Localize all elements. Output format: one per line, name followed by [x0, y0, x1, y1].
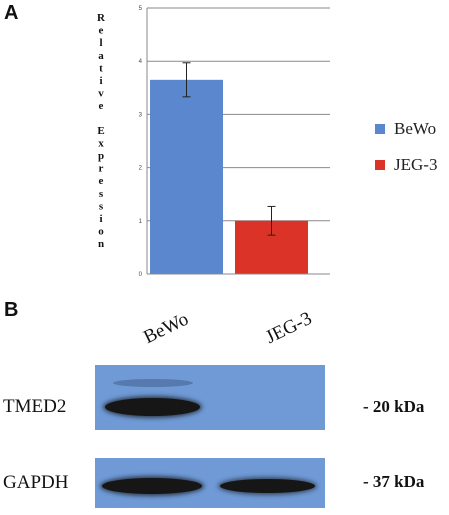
- y-axis-label-char: E: [97, 125, 104, 137]
- y-axis-label-char: s: [99, 188, 104, 200]
- legend-swatch-jeg3: [375, 160, 385, 170]
- y-tick-label: 2: [139, 166, 143, 172]
- y-axis-label-char: v: [98, 88, 104, 100]
- y-axis-label-char: e: [99, 25, 104, 37]
- y-tick-label: 1: [139, 219, 143, 225]
- error-bars: [182, 62, 276, 236]
- kda-label-gapdh: - 37 kDa: [363, 472, 425, 491]
- y-axis-label-char: x: [98, 137, 104, 149]
- bars: [150, 79, 308, 274]
- y-tick-label: 5: [139, 6, 143, 12]
- y-ticks: 0 1 2 3 4 5: [139, 6, 143, 278]
- y-axis-label-char: a: [98, 50, 104, 62]
- y-axis-label-char: n: [98, 238, 104, 250]
- legend-label-jeg3: JEG-3: [394, 155, 438, 174]
- y-axis-label-char: e: [99, 175, 104, 187]
- legend-label-bewo: BeWo: [394, 119, 437, 138]
- y-axis-label-char: s: [99, 200, 104, 212]
- y-axis-label-char: p: [98, 150, 104, 162]
- lane-label-bewo: BeWo: [140, 308, 192, 349]
- y-axis-label-char: R: [97, 12, 106, 24]
- y-axis-label-char: l: [99, 37, 102, 49]
- row-label-gapdh: GAPDH: [3, 472, 69, 493]
- band-tmed2-bewo-smear: [113, 379, 193, 387]
- blot-strip-tmed2: [95, 365, 325, 430]
- y-axis-label-char: o: [98, 226, 104, 238]
- y-tick-label: 0: [139, 272, 143, 278]
- y-axis-label-char: t: [99, 62, 103, 74]
- y-axis-label-char: r: [99, 163, 104, 175]
- legend-item-bewo: BeWo: [375, 119, 436, 139]
- kda-label-tmed2: - 20 kDa: [363, 397, 425, 416]
- legend-swatch-bewo: [375, 124, 385, 134]
- row-label-tmed2: TMED2: [3, 396, 67, 417]
- legend-item-jeg3: JEG-3: [375, 155, 437, 175]
- band-gapdh-jeg3: [220, 479, 315, 493]
- y-axis-label-char: i: [99, 75, 102, 87]
- panel-a-letter: A: [4, 2, 19, 24]
- panel-b-letter: B: [4, 299, 19, 321]
- y-tick-label: 4: [139, 59, 143, 65]
- y-axis-label-char: i: [99, 213, 102, 225]
- lane-label-jeg3: JEG-3: [262, 307, 316, 349]
- band-tmed2-bewo: [105, 398, 200, 416]
- y-tick-label: 3: [139, 112, 143, 118]
- y-axis-label-char: e: [99, 100, 104, 112]
- band-gapdh-bewo: [102, 478, 202, 494]
- blot-strip-gapdh: [95, 458, 325, 508]
- bar-bewo: [150, 79, 223, 274]
